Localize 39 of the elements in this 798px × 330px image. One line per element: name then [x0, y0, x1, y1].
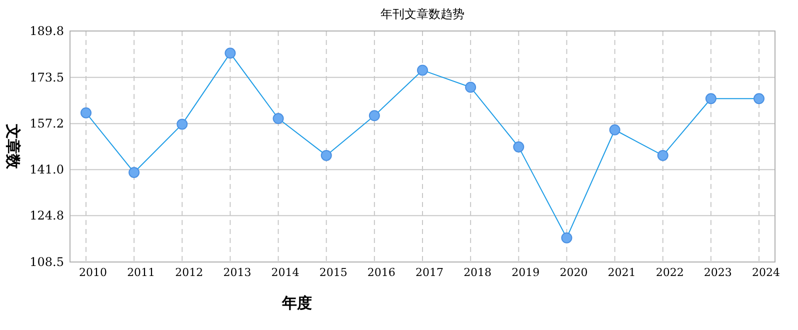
y-tick-label: 108.5	[30, 255, 64, 269]
y-tick-label: 124.8	[30, 208, 64, 223]
x-tick-label: 2023	[704, 266, 732, 279]
point	[465, 82, 476, 93]
x-axis-title: 年度	[281, 294, 312, 312]
point	[561, 232, 572, 244]
y-tick-label: 173.5	[30, 70, 64, 84]
x-tick-label: 2019	[512, 266, 540, 279]
point	[417, 64, 428, 76]
point	[705, 93, 716, 104]
y-tick-label: 189.8	[30, 24, 64, 38]
point	[609, 124, 620, 136]
point	[368, 110, 380, 122]
x-tick-label: 2017	[416, 266, 444, 279]
x-tick-label: 2022	[656, 266, 684, 279]
x-tick-label: 2014	[271, 266, 300, 279]
point	[513, 141, 524, 152]
point	[80, 107, 92, 118]
x-tick-label: 2011	[127, 266, 156, 279]
x-tick-label: 2013	[223, 266, 252, 279]
point	[657, 150, 668, 161]
x-tick-label: 2021	[608, 266, 636, 279]
point	[128, 167, 140, 178]
x-tick-label: 2020	[560, 266, 588, 279]
point	[754, 93, 764, 104]
x-tick-label: 2016	[367, 266, 396, 279]
point	[224, 48, 236, 59]
x-tick-label: 2010	[79, 266, 107, 279]
y-tick-label: 157.2	[30, 116, 64, 131]
y-tick-label: 141.0	[30, 162, 64, 177]
point	[272, 113, 284, 124]
point	[320, 150, 332, 161]
point	[176, 118, 188, 130]
chart-title: 年刊文章数趋势	[380, 7, 464, 21]
x-tick-label: 2012	[175, 266, 204, 279]
x-tick-label: 2024	[752, 266, 780, 279]
x-tick-label: 2015	[319, 266, 348, 279]
x-tick-label: 2018	[464, 266, 492, 279]
y-axis-title: 文章数	[4, 123, 22, 170]
